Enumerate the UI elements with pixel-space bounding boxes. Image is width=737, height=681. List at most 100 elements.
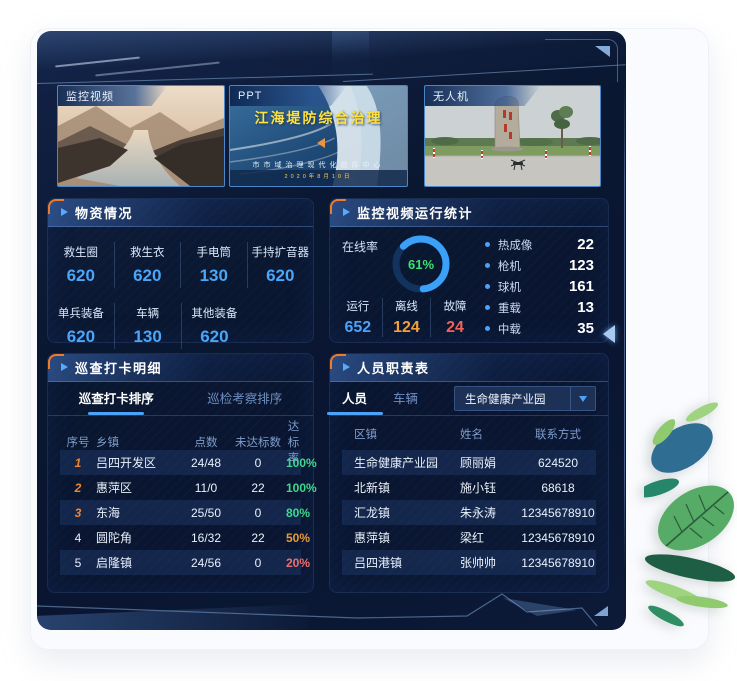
panel-title: 监控视频运行统计 [357, 206, 474, 221]
stat-value: 124 [393, 319, 420, 336]
panel-title: 人员职责表 [357, 361, 430, 376]
table-row[interactable]: 2 惠萍区 11/0 22 100% [60, 475, 317, 500]
tab-patrol-inspect-sort[interactable]: 巡检考察排序 [207, 392, 283, 406]
video-label: 监控视频 [58, 86, 168, 106]
supplies-row-1: 救生圈 620 救生衣 620 手电筒 130 手持扩音器 620 [48, 242, 313, 288]
video-ppt[interactable]: 江海堤防综合治理 市市域治理现代化指挥中心 2020年8月10日 PPT [229, 85, 408, 187]
dashboard: 监控视频 江海堤防综合治理 市市域治理现代化指挥中心 2 0 [37, 31, 626, 630]
stat-offline: 离线 124 [383, 298, 432, 337]
contact-cell: 624520 [537, 455, 579, 470]
missed-cell: 22 [251, 530, 265, 545]
ppt-title: 江海堤防综合治理 [254, 110, 383, 126]
rank-cell: 4 [74, 530, 82, 545]
personnel-table-header: 区镇 姓名 联系方式 [342, 418, 596, 450]
drone-icon [510, 159, 526, 171]
device-label: 重载 [497, 302, 521, 315]
device-item: 枪机 123 [484, 257, 594, 274]
supplies-row-2: 单兵装备 620 车辆 130 其他装备 620 [48, 303, 313, 349]
panel-header: 物资情况 [48, 199, 313, 227]
supply-label: 手持扩音器 [251, 247, 310, 259]
supply-value: 620 [200, 327, 229, 346]
rank-cell: 3 [74, 505, 82, 520]
missed-cell: 0 [254, 455, 262, 470]
col-name: 姓名 [460, 429, 483, 441]
bullet-icon [484, 263, 490, 268]
col-missed: 未达标数 [235, 437, 281, 449]
tab-personnel[interactable]: 人员 [342, 388, 367, 415]
rate-cell: 20% [286, 555, 311, 570]
panel-supplies: 物资情况 救生圈 620 救生衣 620 手电筒 130 手持扩音器 620 [47, 198, 314, 349]
name-cell: 施小钰 [460, 481, 497, 495]
video-drone[interactable]: 无人机 [424, 85, 601, 187]
supply-value: 620 [133, 266, 162, 285]
online-rate-ring [392, 235, 450, 293]
points-cell: 24/48 [190, 455, 222, 470]
panel-patrol: 巡查打卡明细 巡查打卡排序 巡检考察排序 序号 乡镇 点数 未达标数 达标率 1… [47, 353, 317, 593]
district-cell: 汇龙镇 [354, 506, 391, 520]
rate-cell: 80% [286, 505, 311, 520]
points-cell: 11/0 [194, 480, 218, 495]
video-label: PPT [230, 86, 347, 106]
table-row[interactable]: 北新镇 施小钰 68618 [342, 475, 596, 500]
supply-label: 单兵装备 [57, 308, 104, 320]
device-item: 热成像 22 [484, 236, 594, 253]
stat-running: 运行 652 [334, 298, 383, 337]
contact-cell: 12345678910 [521, 555, 595, 570]
panel-title: 物资情况 [75, 206, 134, 221]
rank-cell: 5 [74, 555, 82, 570]
park-select[interactable]: 生命健康产业园 [454, 386, 596, 411]
rate-cell: 100% [286, 480, 317, 495]
supply-item: 手电筒 130 [181, 242, 248, 288]
contact-cell: 68618 [541, 480, 575, 495]
video-surveillance[interactable]: 监控视频 [57, 85, 225, 187]
play-triangle-icon [61, 363, 68, 371]
collapse-chevron-icon[interactable] [603, 325, 615, 343]
device-label: 热成像 [497, 239, 533, 252]
district-cell: 吕四港镇 [354, 556, 403, 570]
district-cell: 惠萍镇 [354, 531, 391, 545]
table-row[interactable]: 吕四港镇 张帅帅 12345678910 [342, 550, 596, 575]
play-triangle-icon [343, 208, 350, 216]
table-row[interactable]: 3 东海 25/50 0 80% [60, 500, 310, 525]
rate-cell: 50% [286, 530, 311, 545]
bullet-icon [484, 242, 490, 247]
table-row[interactable]: 惠萍镇 梁红 12345678910 [342, 525, 596, 550]
play-triangle-icon [61, 208, 68, 216]
device-list: 热成像 22 枪机 123 球机 161 重载 [483, 227, 608, 343]
contact-cell: 12345678910 [521, 505, 595, 520]
table-row[interactable]: 5 启隆镇 24/56 0 20% [60, 550, 310, 575]
name-cell: 朱永涛 [460, 506, 497, 520]
rate-cell: 100% [286, 455, 317, 470]
supply-value: 130 [199, 266, 228, 285]
device-value: 35 [577, 320, 594, 337]
name-cell: 顾丽娟 [460, 456, 497, 470]
stat-fault: 故障 24 [431, 298, 479, 337]
device-value: 13 [577, 299, 594, 316]
top-decoration [37, 31, 626, 89]
town-cell: 圆陀角 [96, 531, 133, 545]
chevron-down-icon [579, 395, 587, 402]
personnel-controls: 人员 车辆 生命健康产业园 [330, 382, 608, 416]
town-cell: 东海 [96, 506, 121, 520]
town-cell: 惠萍区 [96, 481, 133, 495]
district-cell: 生命健康产业园 [354, 456, 439, 470]
supply-item: 救生衣 620 [115, 242, 181, 288]
table-row[interactable]: 1 吕四开发区 24/48 0 100% [60, 450, 317, 475]
device-label: 中载 [497, 323, 521, 336]
table-row[interactable]: 生命健康产业园 顾丽娟 624520 [342, 450, 596, 475]
supply-label: 救生圈 [63, 247, 99, 259]
tab-vehicles[interactable]: 车辆 [393, 392, 419, 406]
supply-label: 其他装备 [191, 308, 238, 320]
stat-label: 离线 [394, 301, 418, 313]
rank-cell: 2 [74, 480, 82, 495]
ppt-subtitle: 市市域治理现代化指挥中心 [252, 162, 385, 169]
panel-title: 巡查打卡明细 [75, 361, 163, 376]
panel-personnel: 人员职责表 人员 车辆 生命健康产业园 区镇 姓名 联系方式 生命健康产业园 [329, 353, 609, 593]
tab-patrol-checkin-sort[interactable]: 巡查打卡排序 [52, 388, 181, 415]
ppt-date: 2020年8月10日 [284, 174, 353, 180]
table-row[interactable]: 汇龙镇 朱永涛 12345678910 [342, 500, 596, 525]
stat-value: 24 [446, 319, 464, 336]
table-row[interactable]: 4 圆陀角 16/32 22 50% [60, 525, 310, 550]
bullet-icon [484, 326, 490, 331]
